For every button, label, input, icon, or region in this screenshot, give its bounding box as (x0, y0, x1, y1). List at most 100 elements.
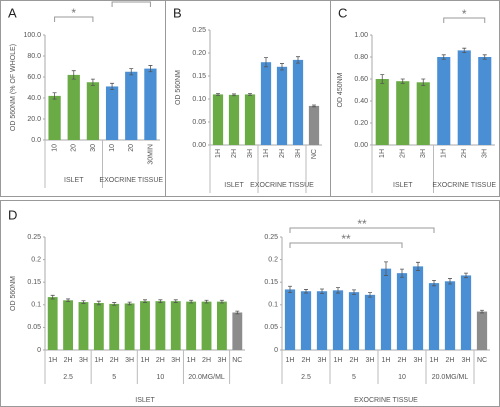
y-tick-label: 0.00 (354, 142, 368, 149)
x-tick-label: 3H (420, 149, 427, 158)
x-tick-label: 2H (461, 149, 468, 158)
significance-label: * (71, 6, 76, 20)
subgroup-label: 5 (112, 374, 116, 381)
y-tick-label: 0.05 (192, 119, 206, 126)
y-tick-label: 0.20 (192, 50, 206, 57)
x-tick-label: 3H (125, 357, 134, 364)
significance-label: ** (127, 0, 137, 5)
error-bar (219, 299, 224, 304)
bar (86, 82, 100, 140)
panel-frame (0, 200, 500, 407)
panel-frame (0, 0, 166, 197)
x-tick-label: 2H (202, 357, 211, 364)
bar (300, 291, 312, 350)
y-tick-label: 0.0 (31, 137, 41, 144)
x-tick-label: 30MIN (147, 144, 154, 165)
group-label: EXOCRINE TISSUE (432, 182, 496, 189)
x-tick-label: 3H (318, 357, 327, 364)
y-tick-label: 60.0 (27, 74, 41, 81)
error-bar (81, 300, 86, 304)
bar (186, 301, 197, 350)
significance-bracket (111, 1, 151, 7)
error-bar (50, 294, 55, 300)
bar (396, 81, 410, 145)
bar (380, 268, 392, 350)
x-tick-label: 1H (286, 357, 295, 364)
error-bar (480, 309, 484, 314)
y-tick-label: 0.1 (31, 302, 41, 309)
bar (428, 283, 440, 350)
x-tick-label: 2H (446, 357, 455, 364)
y-axis-label: OD 560NM (175, 70, 182, 105)
bar (124, 303, 135, 350)
y-tick-label: 0.1 (268, 302, 278, 309)
x-tick-label: 1H (334, 357, 343, 364)
x-tick-label: 30 (90, 144, 97, 152)
error-bar (312, 104, 316, 108)
error-bar (90, 78, 95, 86)
bar (457, 50, 471, 145)
significance-label: ** (341, 232, 351, 246)
y-tick-label: 0.10 (192, 96, 206, 103)
x-tick-label: 2H (400, 149, 407, 158)
error-bar (416, 261, 420, 271)
x-tick-label: 10 (51, 144, 58, 152)
bar (478, 57, 492, 145)
bar (67, 74, 80, 140)
error-bar (143, 299, 147, 303)
bar (63, 300, 73, 350)
x-tick-label: 3H (247, 149, 254, 158)
error-bar (158, 299, 163, 303)
y-tick-label: 0.2 (268, 256, 278, 263)
bar (260, 62, 272, 146)
x-tick-label: 1H (263, 149, 270, 158)
error-bar (173, 299, 178, 303)
y-tick-label: 0.25 (27, 234, 41, 241)
error-bar (432, 279, 436, 287)
subgroup-label: 20.0MG/ML (432, 374, 469, 381)
error-bar (148, 65, 153, 73)
bar (244, 94, 256, 145)
error-bar (482, 54, 487, 60)
bar (155, 301, 166, 350)
x-tick-label: 2H (398, 357, 407, 364)
error-bar (71, 70, 76, 80)
x-tick-label: NC (311, 149, 318, 159)
bar (228, 94, 240, 145)
y-tick-label: 0.05 (27, 324, 41, 331)
error-bar (320, 288, 324, 294)
x-tick-label: 3H (217, 357, 226, 364)
y-axis-label: OD 560NM (% OF WHOLE) (10, 44, 17, 131)
subgroup-label: 20.0MG/ML (188, 374, 225, 381)
y-tick-label: 20.0 (27, 116, 41, 123)
bar (232, 312, 243, 350)
bar (201, 301, 212, 350)
y-tick-label: 1.00 (354, 32, 368, 39)
y-tick-label: 0.25 (192, 27, 206, 34)
bar (217, 301, 227, 350)
error-bar (384, 261, 388, 276)
error-bar (400, 268, 404, 278)
x-tick-label: 2H (302, 357, 311, 364)
y-tick-label: 100.0 (23, 32, 41, 39)
bar (276, 66, 288, 145)
group-label: EXOCRINE TISSUE (99, 177, 163, 184)
error-bar (448, 278, 452, 285)
error-bar (127, 301, 132, 306)
y-tick-label: 0 (274, 347, 278, 354)
panel-label: C (338, 5, 347, 20)
bar (125, 71, 138, 140)
bar (212, 94, 224, 145)
bar (476, 311, 488, 350)
error-bar (189, 299, 194, 304)
significance-bracket (54, 16, 94, 22)
subgroup-label: 10 (398, 374, 406, 381)
error-bar (400, 78, 405, 84)
error-bar (204, 299, 209, 304)
x-tick-label: 2H (350, 357, 359, 364)
error-bar (216, 93, 220, 96)
group-label: ISLET (224, 182, 244, 189)
group-label: ISLET (64, 177, 84, 184)
error-bar (110, 82, 115, 90)
